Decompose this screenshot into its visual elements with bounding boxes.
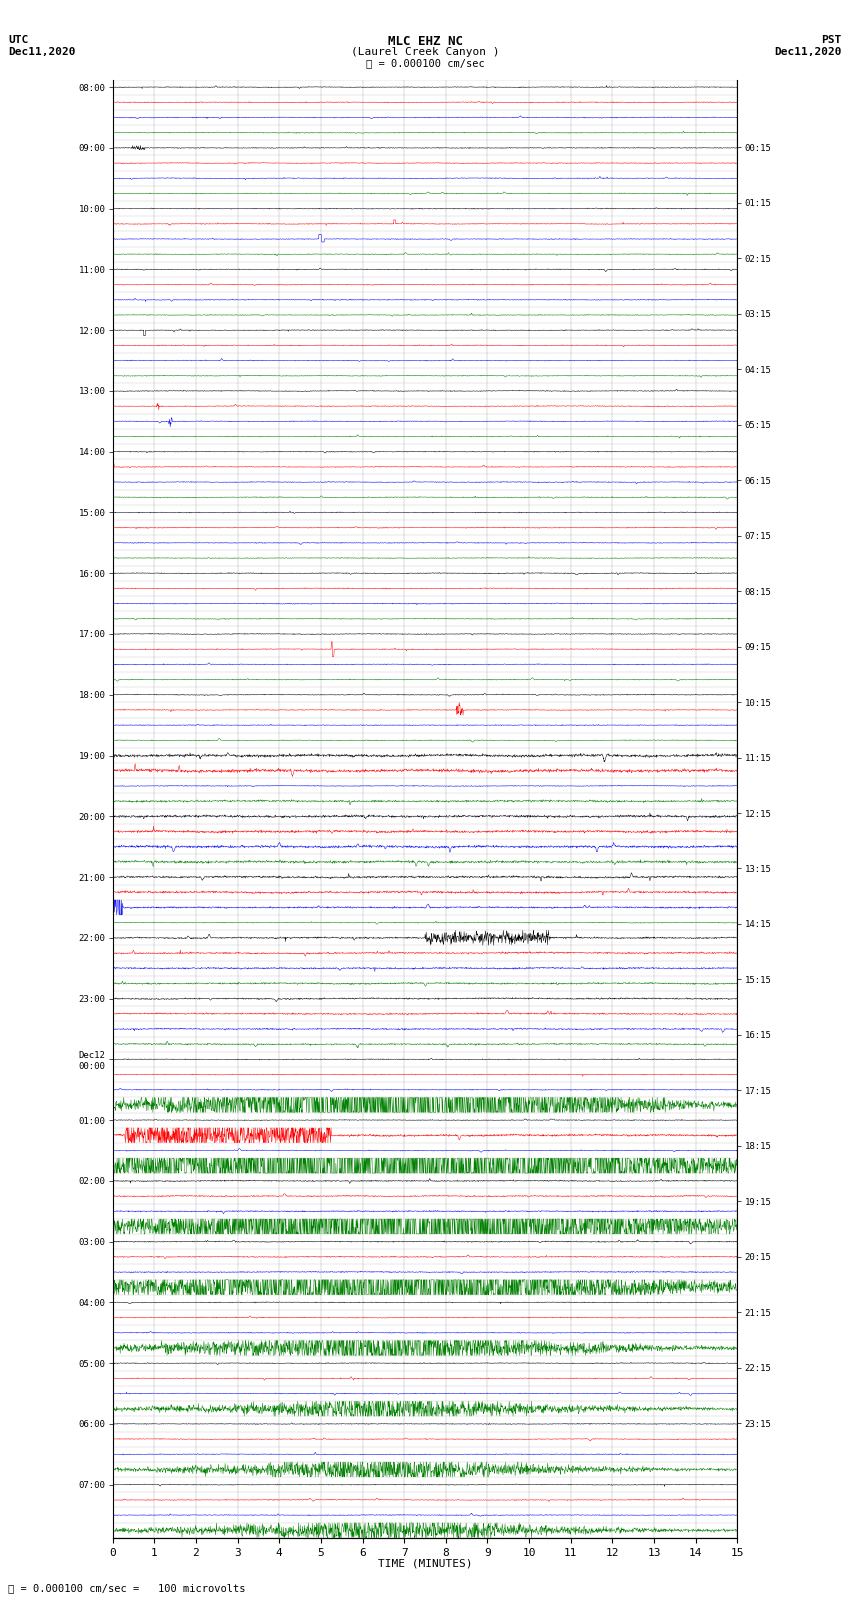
Text: UTC: UTC	[8, 35, 29, 45]
Text: ⎿ = 0.000100 cm/sec =   100 microvolts: ⎿ = 0.000100 cm/sec = 100 microvolts	[8, 1584, 246, 1594]
Text: Dec11,2020: Dec11,2020	[8, 47, 76, 56]
Text: ⎿ = 0.000100 cm/sec: ⎿ = 0.000100 cm/sec	[366, 58, 484, 68]
Text: PST: PST	[821, 35, 842, 45]
Text: Dec11,2020: Dec11,2020	[774, 47, 842, 56]
X-axis label: TIME (MINUTES): TIME (MINUTES)	[377, 1560, 473, 1569]
Text: (Laurel Creek Canyon ): (Laurel Creek Canyon )	[351, 47, 499, 56]
Text: MLC EHZ NC: MLC EHZ NC	[388, 35, 462, 48]
